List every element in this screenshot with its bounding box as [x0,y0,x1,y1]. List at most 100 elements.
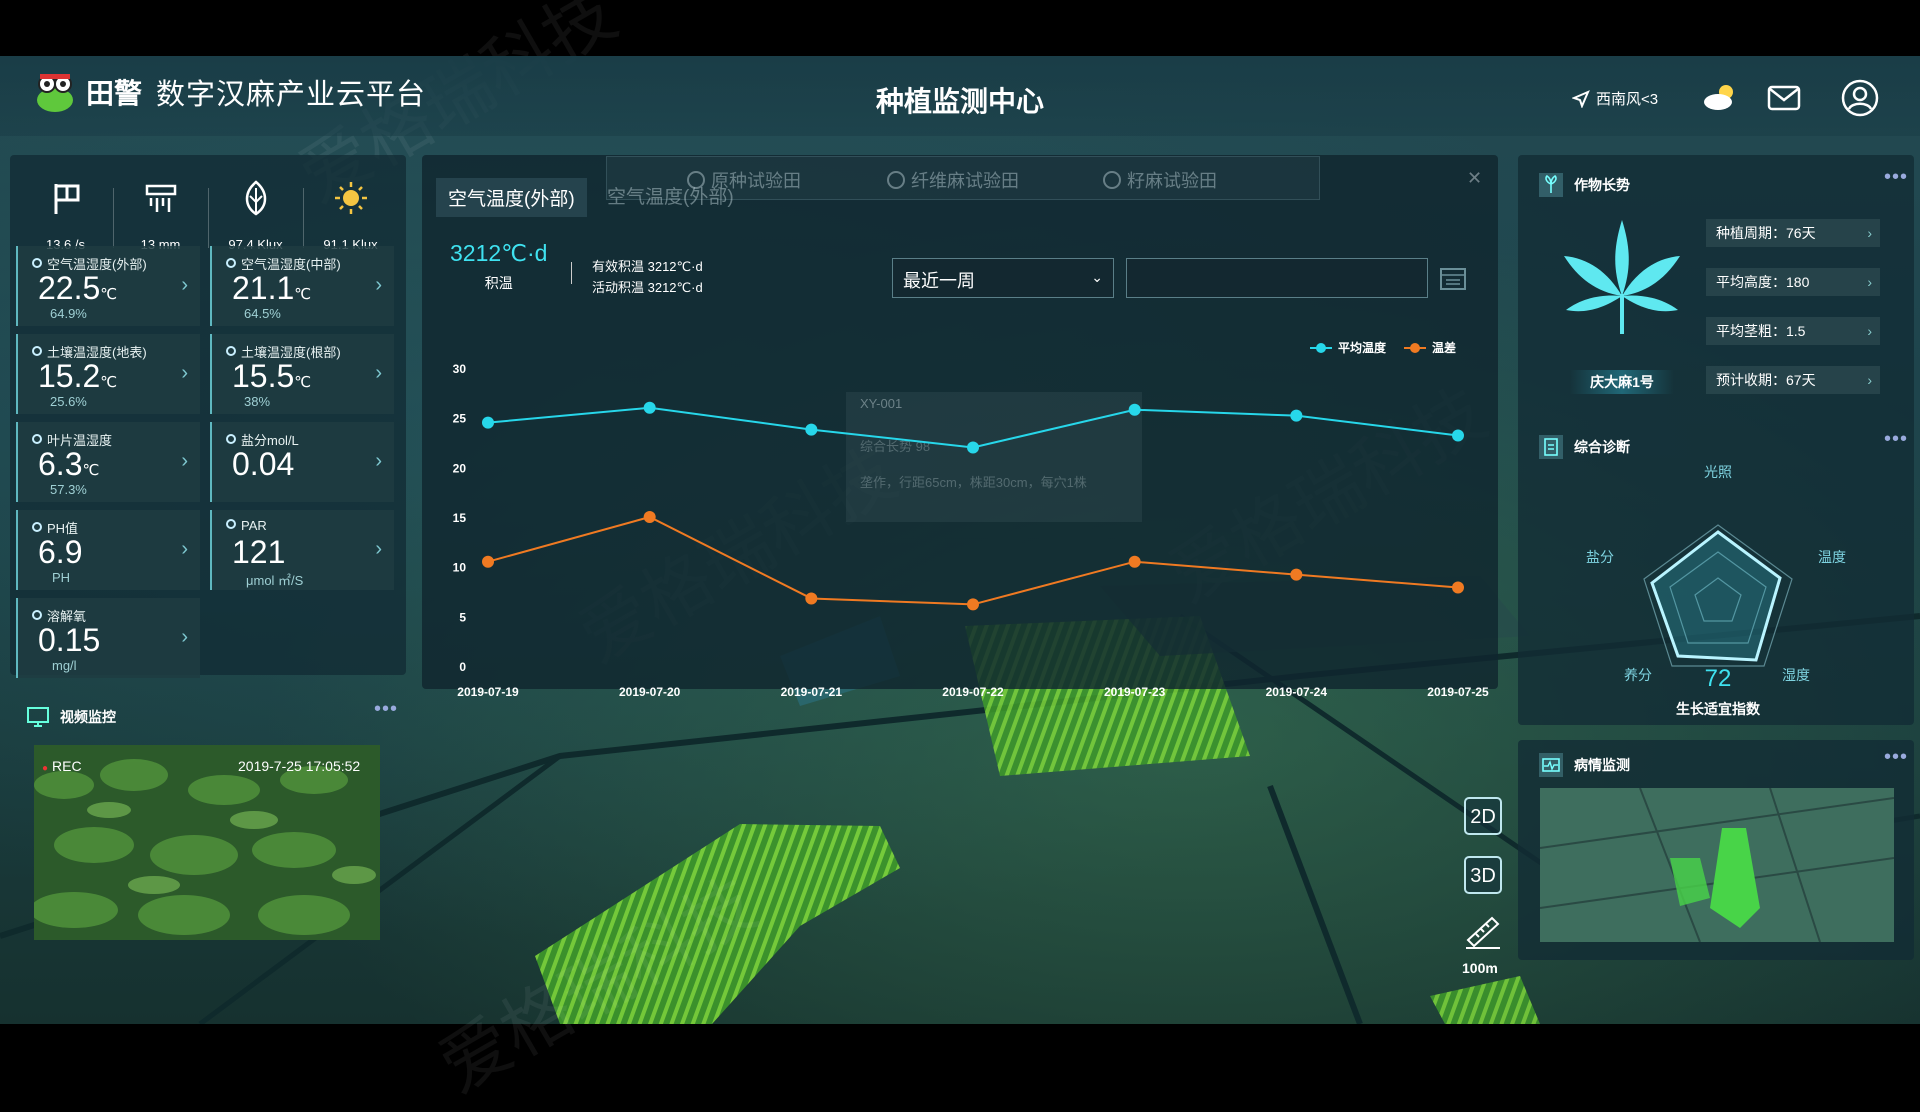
card-title: 溶解氧 [32,606,86,625]
calendar-icon[interactable] [1438,264,1468,292]
card-sub: 38% [244,394,271,409]
x-tick-label: 2019-07-19 [457,685,519,699]
chevron-right-icon[interactable]: › [181,362,188,384]
ghost-field-selector: 原种试验田 纤维麻试验田 籽麻试验田 [606,156,1320,200]
period-select-value: 最近一周 [903,271,975,291]
tab-ghost[interactable]: 空气温度(外部) [607,187,734,208]
data-point [1452,581,1464,594]
crop-item-cycle[interactable]: 种植周期：76天 › [1706,219,1880,247]
video-feed[interactable] [34,745,380,940]
chevron-right-icon[interactable]: › [181,538,188,560]
chevron-right-icon[interactable]: › [181,626,188,648]
card-value: 21.1℃ [232,270,312,306]
disease-title: 病情监测 [1574,757,1630,773]
more-icon[interactable]: ••• [1884,428,1909,450]
card-sub: mg/l [52,658,77,673]
diagnosis-icon [1539,435,1563,459]
card-value: 22.5℃ [38,270,118,306]
chevron-right-icon[interactable]: › [181,450,188,472]
y-tick-label: 0 [459,660,466,674]
data-point [805,423,818,436]
data-point [1452,429,1464,442]
card-value: 121 [232,534,286,570]
more-icon[interactable]: ••• [1884,166,1909,188]
chevron-right-icon[interactable]: › [181,274,188,296]
sensor-card-oxygen[interactable]: 溶解氧 0.15 mg/l › [16,598,200,678]
card-value: 15.5℃ [232,358,312,394]
crop-item-height[interactable]: 平均高度：180 › [1706,268,1880,296]
card-value: 0.15 [38,622,101,658]
sensor-card-leaf[interactable]: 叶片温湿度 6.3℃ 57.3% › [16,422,200,502]
card-title: PH值 [32,518,78,537]
card-title: 空气温湿度(中部) [226,254,341,273]
chevron-right-icon[interactable]: › [375,362,382,384]
plant-icon [1539,173,1563,197]
x-tick-label: 2019-07-24 [1266,685,1328,699]
crop-item-stem[interactable]: 平均茎粗：1.5 › [1706,317,1880,345]
crop-item-harvest[interactable]: 预计收期：67天 › [1706,366,1880,394]
legend-marker [1410,343,1420,353]
y-tick-label: 25 [453,412,467,426]
card-value: 0.04 [232,446,295,482]
chevron-right-icon[interactable]: › [375,274,382,296]
ruler-icon[interactable] [1464,912,1502,950]
card-title: 盐分mol/L [226,430,299,449]
map-scale: 100m [1462,960,1498,976]
view-2d-button[interactable]: 2D [1464,797,1502,835]
sensor-card-air-middle[interactable]: 空气温湿度(中部) 21.1℃ 64.5% › [210,246,394,326]
data-point [1290,568,1303,581]
wind-flag-icon [54,184,79,214]
radio-seed-field[interactable]: 籽麻试验田 [1103,167,1217,193]
x-tick-label: 2019-07-21 [781,685,843,699]
period-select[interactable]: 最近一周 ⌄ [892,258,1114,298]
chevron-right-icon[interactable]: › [375,450,382,472]
weather-icon[interactable] [1700,78,1740,118]
x-tick-label: 2019-07-20 [619,685,681,699]
card-sub: PH [52,570,71,585]
radio-fiber-field[interactable]: 纤维麻试验田 [887,167,1019,193]
sensor-card-soil-root[interactable]: 土壤温湿度(根部) 15.5℃ 38% › [210,334,394,414]
more-icon[interactable]: ••• [374,698,399,720]
radar-label-nutrient: 养分 [1624,667,1652,683]
sensor-card-salinity[interactable]: 盐分mol/L 0.04 › [210,422,394,502]
y-tick-label: 15 [453,511,467,525]
sensor-card-par[interactable]: PAR 121 μmol ㎡/S › [210,510,394,590]
monitor-icon [27,707,49,727]
close-icon[interactable]: ✕ [1467,168,1483,188]
right-panel [1518,155,1914,725]
data-point [482,416,494,429]
sensor-card-soil-surface[interactable]: 土壤温湿度(地表) 15.2℃ 25.6% › [16,334,200,414]
radio-original-field[interactable]: 原种试验田 [687,167,801,193]
more-icon[interactable]: ••• [1884,746,1909,768]
pulse-icon [1539,753,1563,777]
tab-air-temp-outer[interactable]: 空气温度(外部) [436,178,587,217]
x-tick-label: 2019-07-22 [942,685,1004,699]
data-point [805,592,818,605]
card-sub: 57.3% [50,482,87,497]
rec-indicator: REC [42,758,82,774]
radar-label-humidity: 湿度 [1782,667,1810,683]
overlay-line2: 垄作，行距65cm，株距30cm，每穴1株 [860,475,1087,490]
crop-section-title: 作物长势 [1538,172,1630,198]
card-sub: 64.9% [50,306,87,321]
platform-title: 数字汉麻产业云平台 [156,79,427,111]
sensor-card-ph[interactable]: PH值 6.9 PH › [16,510,200,590]
date-range-input[interactable] [1126,258,1428,298]
data-point [643,511,656,523]
user-icon[interactable] [1840,78,1880,118]
view-3d-button[interactable]: 3D [1464,856,1502,894]
card-title: 叶片温湿度 [32,430,112,449]
field-info-overlay: XY-001 综合长势 98 垄作，行距65cm，株距30cm，每穴1株 [846,392,1142,522]
sensor-card-air-outer[interactable]: 空气温湿度(外部) 22.5℃ 64.9% › [16,246,200,326]
logo: 田警 数字汉麻产业云平台 [30,70,426,114]
location-arrow-icon [1572,89,1590,108]
sun-icon [334,182,367,214]
card-sub: 64.5% [244,306,281,321]
growth-index-value: 72 [1705,665,1732,692]
chevron-right-icon[interactable]: › [375,538,382,560]
data-point [1128,555,1141,568]
data-point [482,555,494,568]
disease-map[interactable] [1540,788,1894,942]
radar-label-light: 光照 [1704,464,1732,480]
mail-icon[interactable] [1764,78,1804,118]
